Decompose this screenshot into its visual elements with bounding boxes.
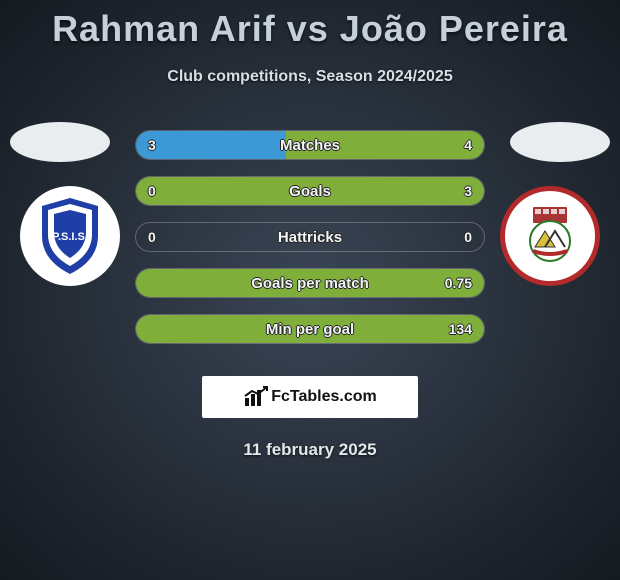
flag-left bbox=[10, 122, 110, 162]
stat-bar: 134Min per goal bbox=[135, 314, 485, 344]
stat-bar: 34Matches bbox=[135, 130, 485, 160]
page-subtitle: Club competitions, Season 2024/2025 bbox=[0, 68, 620, 86]
stat-fill-right bbox=[136, 177, 484, 205]
snapshot-date: 11 february 2025 bbox=[0, 440, 620, 460]
chart-icon bbox=[243, 386, 269, 408]
comparison-area: P.S.I.S. 34Matches 03Goals 0 0Hattricks 0.75… bbox=[0, 114, 620, 354]
stat-value-left: 0 bbox=[148, 223, 156, 251]
page-title: Rahman Arif vs João Pereira bbox=[0, 0, 620, 50]
stat-fill-right bbox=[136, 315, 484, 343]
flag-right bbox=[510, 122, 610, 162]
club-logo-right bbox=[500, 186, 600, 286]
stat-label: Hattricks bbox=[136, 223, 484, 251]
club-logo-left: P.S.I.S. bbox=[20, 186, 120, 286]
stat-fill-left bbox=[136, 131, 286, 159]
psm-crest-icon bbox=[515, 201, 585, 271]
stat-bar: 0.75Goals per match bbox=[135, 268, 485, 298]
brand-badge: FcTables.com bbox=[202, 376, 418, 418]
brand-text: FcTables.com bbox=[271, 388, 377, 406]
stat-fill-right bbox=[286, 131, 484, 159]
stat-bar: 03Goals bbox=[135, 176, 485, 206]
stat-bar: 0 0Hattricks bbox=[135, 222, 485, 252]
stat-bars: 34Matches 03Goals 0 0Hattricks 0.75Goals per… bbox=[135, 130, 485, 344]
stat-fill-right bbox=[136, 269, 484, 297]
psis-crest-icon: P.S.I.S. bbox=[36, 196, 104, 276]
stat-value-right: 0 bbox=[464, 223, 472, 251]
svg-text:P.S.I.S.: P.S.I.S. bbox=[52, 231, 88, 243]
